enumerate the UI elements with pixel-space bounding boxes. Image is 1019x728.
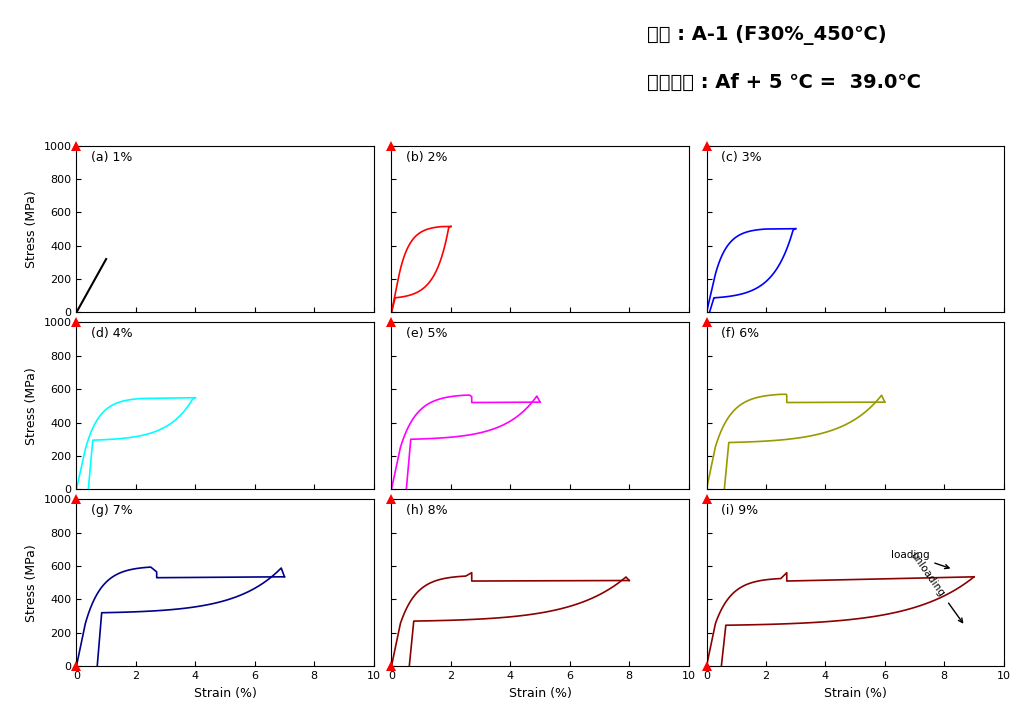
Text: (d) 4%: (d) 4% — [92, 328, 132, 341]
Text: (b) 2%: (b) 2% — [407, 151, 447, 164]
Text: 시험온도 : Af + 5 ℃ =  39.0℃: 시험온도 : Af + 5 ℃ = 39.0℃ — [647, 73, 921, 92]
Text: unloading: unloading — [909, 550, 963, 622]
Y-axis label: Stress (MPa): Stress (MPa) — [25, 367, 38, 445]
Text: (e) 5%: (e) 5% — [407, 328, 447, 341]
X-axis label: Strain (%): Strain (%) — [823, 687, 887, 700]
Text: (a) 1%: (a) 1% — [92, 151, 132, 164]
X-axis label: Strain (%): Strain (%) — [194, 687, 257, 700]
Y-axis label: Stress (MPa): Stress (MPa) — [25, 190, 38, 268]
Text: (f) 6%: (f) 6% — [721, 328, 759, 341]
Text: (i) 9%: (i) 9% — [721, 505, 758, 518]
Y-axis label: Stress (MPa): Stress (MPa) — [25, 544, 38, 622]
Text: (h) 8%: (h) 8% — [407, 505, 448, 518]
Text: (g) 7%: (g) 7% — [92, 505, 133, 518]
Text: (c) 3%: (c) 3% — [721, 151, 762, 164]
Text: 시편 : A-1 (F30%_450℃): 시편 : A-1 (F30%_450℃) — [647, 25, 887, 45]
X-axis label: Strain (%): Strain (%) — [508, 687, 572, 700]
Text: loading: loading — [891, 550, 949, 569]
